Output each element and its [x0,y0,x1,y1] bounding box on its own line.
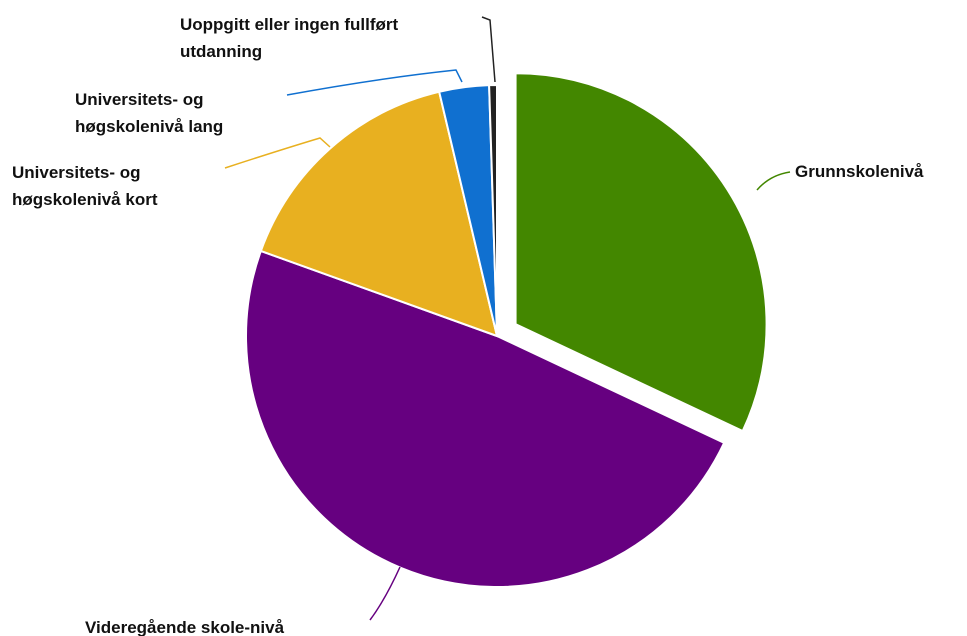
slice-label: Uoppgitt eller ingen fullført utdanning [180,15,399,61]
leader-line [286,69,463,96]
slice-label: Universitets- og høgskolenivå lang [75,90,224,136]
leader-line [756,171,791,191]
slice-label: Videregående skole-nivå [85,618,285,636]
pie-slice [488,83,498,337]
leader-line [481,16,496,83]
pie-slice [259,90,499,338]
leader-line [224,137,331,169]
slice-label: Universitets- og høgskolenivå kort [12,163,158,209]
pie-slice [245,249,726,588]
pie-slice [514,72,768,433]
leader-line [369,566,401,621]
slice-label: Grunnskolenivå [795,162,924,181]
